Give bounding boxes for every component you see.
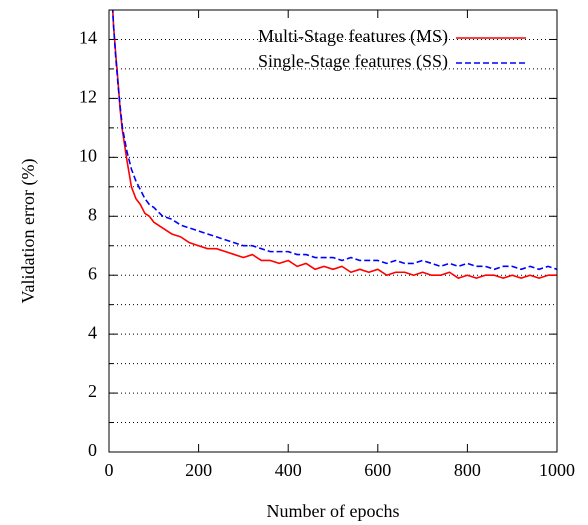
x-tick-label: 1000 (539, 460, 575, 480)
legend-label: Multi-Stage features (MS) (258, 26, 448, 47)
x-tick-label: 600 (364, 460, 391, 480)
y-tick-label: 14 (79, 28, 97, 48)
x-tick-label: 200 (185, 460, 212, 480)
plot-frame (108, 9, 558, 453)
y-tick-label: 0 (88, 440, 97, 460)
y-tick-label: 10 (79, 145, 97, 165)
y-tick-label: 8 (88, 204, 97, 224)
y-tick-label: 6 (88, 263, 97, 283)
y-axis-label: Validation error (%) (18, 159, 39, 304)
y-tick-label: 4 (88, 322, 97, 342)
x-tick-label: 800 (454, 460, 481, 480)
y-tick-label: 2 (88, 381, 97, 401)
series-line (111, 10, 557, 271)
series-line (111, 10, 557, 279)
y-tick-label: 12 (79, 87, 97, 107)
x-axis-label: Number of epochs (267, 501, 400, 521)
x-tick-label: 0 (105, 460, 114, 480)
legend-label: Single-Stage features (SS) (258, 51, 448, 72)
x-tick-label: 400 (275, 460, 302, 480)
